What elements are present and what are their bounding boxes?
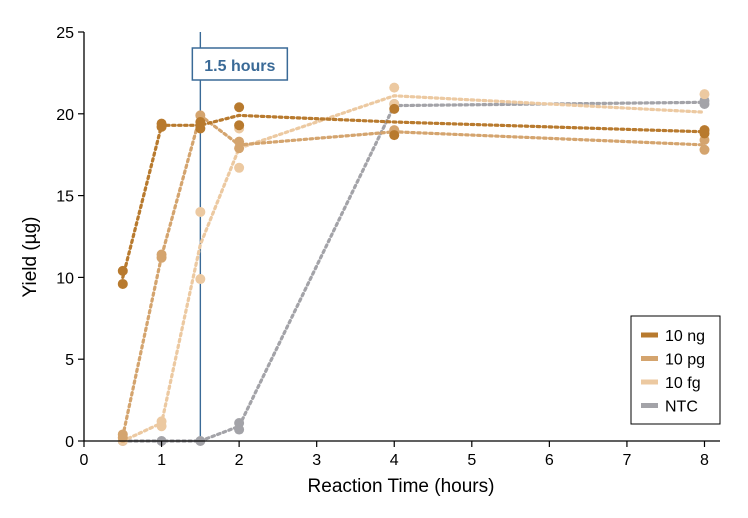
- data-point: [117, 265, 128, 276]
- series-10-pg: [117, 110, 710, 443]
- series-line: [121, 94, 707, 443]
- series-line: [121, 113, 707, 279]
- annotation: 1.5 hours: [191, 47, 289, 81]
- data-point: [156, 421, 167, 432]
- legend: 10 ng 10 pg 10 fg NTC: [630, 315, 721, 425]
- legend-label: 10 pg: [665, 352, 705, 369]
- y-tick-label: 25: [56, 25, 74, 42]
- data-point: [699, 128, 710, 139]
- x-tick-label: 6: [545, 452, 554, 469]
- data-point: [389, 103, 400, 114]
- y-tick-label: 0: [65, 434, 74, 451]
- data-point: [234, 162, 245, 173]
- x-tick-label: 2: [235, 452, 244, 469]
- legend-label: 10 ng: [665, 328, 705, 345]
- annotation-label: 1.5 hours: [204, 58, 275, 75]
- y-tick-label: 20: [56, 107, 74, 124]
- y-tick-label: 5: [65, 352, 74, 369]
- data-point: [195, 274, 206, 285]
- plot-area: [117, 32, 710, 446]
- series-line: [121, 112, 707, 438]
- x-axis-label: Reaction Time (hours): [308, 476, 495, 497]
- data-point: [195, 123, 206, 134]
- series-line: [121, 100, 707, 443]
- x-tick-label: 8: [700, 452, 709, 469]
- data-point: [117, 432, 128, 443]
- series-10-fg: [117, 82, 710, 446]
- x-tick-label: 7: [622, 452, 631, 469]
- data-point: [234, 120, 245, 131]
- data-point: [234, 424, 245, 435]
- data-point: [699, 89, 710, 100]
- data-point: [389, 82, 400, 93]
- series-ntc: [117, 95, 710, 446]
- data-point: [117, 278, 128, 289]
- legend-label: NTC: [665, 399, 698, 416]
- annotation-box: [191, 47, 289, 81]
- data-point: [234, 102, 245, 113]
- x-tick-label: 1: [157, 452, 166, 469]
- x-tick-label: 0: [80, 452, 89, 469]
- y-tick-label: 10: [56, 270, 74, 287]
- data-point: [195, 206, 206, 217]
- x-tick-label: 4: [390, 452, 399, 469]
- series-10-ng: [117, 102, 710, 289]
- data-point: [234, 143, 245, 154]
- data-point: [156, 252, 167, 263]
- data-point: [389, 130, 400, 141]
- y-tick-label: 15: [56, 189, 74, 206]
- data-point: [699, 144, 710, 155]
- axes: 0 1 2 3 4 5 6 7 8 0 5 10 15 20 25: [56, 25, 720, 469]
- data-point: [156, 121, 167, 132]
- legend-label: 10 fg: [665, 375, 701, 392]
- x-tick-label: 5: [467, 452, 476, 469]
- x-tick-label: 3: [312, 452, 321, 469]
- y-axis-label: Yield (µg): [20, 217, 41, 298]
